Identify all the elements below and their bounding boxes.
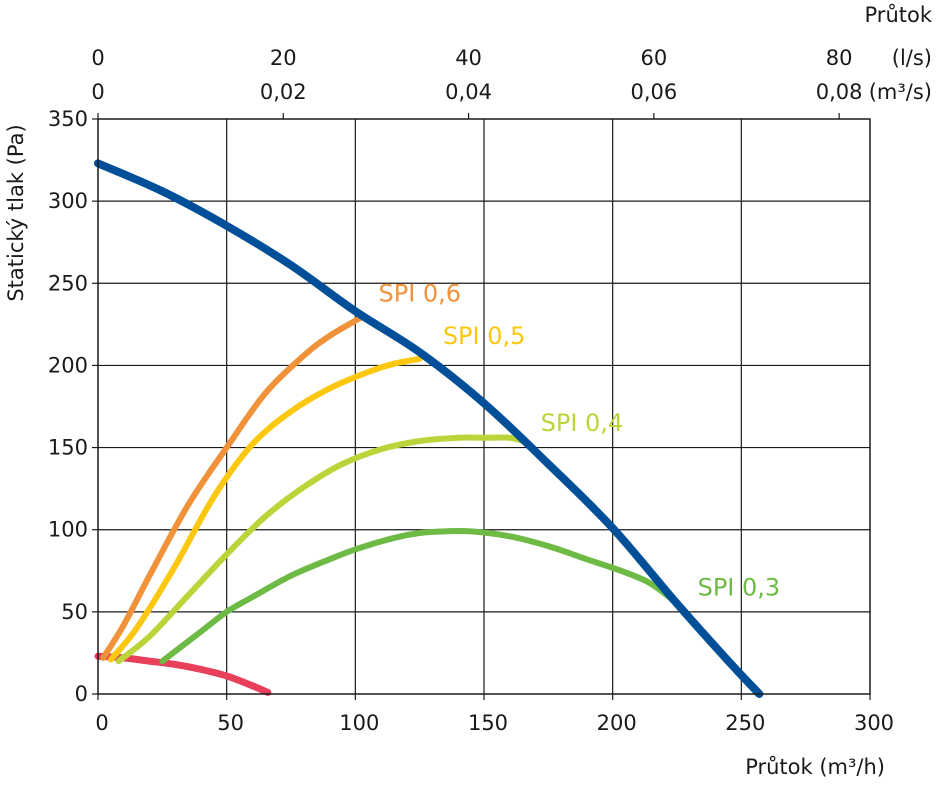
top-m3s-tick-label: 0 — [91, 80, 104, 104]
series-label: SPI 0,4 — [541, 409, 624, 437]
series-line-spi-0-5 — [107, 355, 423, 663]
y-tick-label: 0 — [75, 682, 88, 706]
series-line-0 — [94, 652, 272, 696]
top-ls-tick-label: 0 — [91, 46, 104, 70]
top-ls-tick-label: 40 — [455, 46, 482, 70]
y-tick-label: 350 — [48, 107, 88, 131]
series-label: SPI 0,3 — [698, 573, 781, 601]
series-line-5 — [94, 159, 764, 698]
plot-frame — [92, 113, 871, 700]
y-tick-label: 200 — [48, 353, 88, 377]
series-labels: SPI 0,3 SPI 0,4 SPI 0,5 SPI 0,6 — [378, 279, 780, 601]
y-tick-label: 150 — [48, 436, 88, 460]
x-tick-label: 150 — [468, 711, 508, 735]
top-ls-tick-label: 80 — [826, 46, 853, 70]
y-tick-label: 50 — [61, 600, 88, 624]
series-lines — [94, 159, 764, 698]
top-axis-title: Průtok — [865, 3, 933, 27]
y-tick-label: 100 — [48, 518, 88, 542]
x-axis-title: Průtok (m³/h) — [745, 755, 885, 779]
x-tick-label: 50 — [217, 711, 244, 735]
x-tick-label: 300 — [854, 711, 894, 735]
series-label: SPI 0,6 — [378, 279, 461, 307]
x-tick-label: 250 — [725, 711, 765, 735]
top-m3s-tick-label: 0,06 — [630, 80, 677, 104]
series-line-spi-0-4 — [115, 434, 526, 665]
top-ls-tick-label: 60 — [640, 46, 667, 70]
y-tick-label: 300 — [48, 189, 88, 213]
x-tick-label: 0 — [95, 711, 108, 735]
x-tick-label: 100 — [339, 711, 379, 735]
x-tick-label: 200 — [597, 711, 637, 735]
top-m3s-tick-label: 0,02 — [260, 80, 307, 104]
top-m3s-tick-label: 0,08 — [816, 80, 863, 104]
top-axis-m3s-unit: (m³/s) — [869, 80, 932, 104]
series-line-spi-0-3 — [159, 527, 693, 665]
top-ls-tick-label: 20 — [270, 46, 297, 70]
y-tick-label: 250 — [48, 271, 88, 295]
top-axis-ls-unit: (l/s) — [892, 46, 932, 70]
y-axis-title: Statický tlak (Pa) — [4, 124, 28, 301]
top-m3s-tick-label: 0,04 — [445, 80, 492, 104]
series-label: SPI 0,5 — [443, 322, 526, 350]
series-line-spi-0-6 — [100, 314, 364, 661]
